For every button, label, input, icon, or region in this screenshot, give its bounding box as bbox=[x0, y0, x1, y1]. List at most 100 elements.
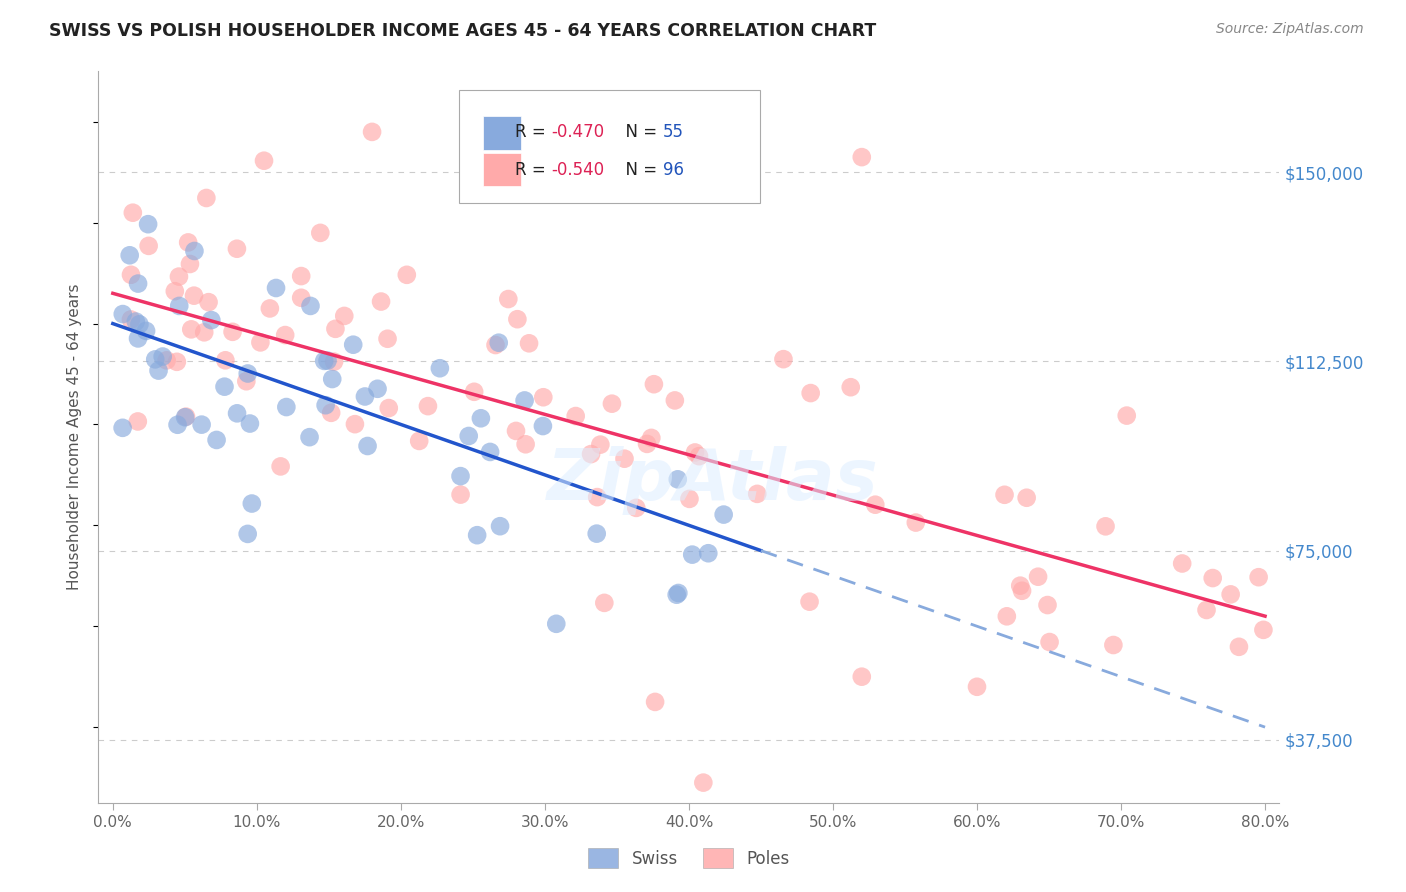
Point bbox=[253, 153, 276, 168]
Point bbox=[183, 244, 205, 258]
Point bbox=[463, 384, 485, 399]
Point bbox=[111, 421, 134, 435]
Point bbox=[408, 434, 430, 448]
Point bbox=[148, 363, 170, 377]
Point bbox=[457, 429, 479, 443]
Point bbox=[321, 372, 343, 386]
Point bbox=[470, 411, 492, 425]
Point bbox=[664, 393, 686, 408]
Point bbox=[851, 150, 873, 164]
Point bbox=[678, 491, 700, 506]
Text: -0.470: -0.470 bbox=[551, 123, 605, 141]
Point bbox=[298, 430, 321, 444]
Point bbox=[167, 269, 190, 284]
Point bbox=[121, 205, 143, 219]
Point bbox=[479, 445, 502, 459]
Point bbox=[626, 500, 648, 515]
Text: Source: ZipAtlas.com: Source: ZipAtlas.com bbox=[1216, 22, 1364, 37]
Point bbox=[270, 459, 292, 474]
Point bbox=[1219, 587, 1241, 601]
Point bbox=[274, 328, 297, 343]
Point bbox=[692, 775, 714, 789]
Point bbox=[166, 355, 188, 369]
Point bbox=[135, 324, 157, 338]
Point bbox=[125, 314, 148, 328]
Point bbox=[1094, 519, 1116, 533]
Point bbox=[531, 419, 554, 434]
Point bbox=[1195, 603, 1218, 617]
Point bbox=[644, 695, 666, 709]
Point bbox=[688, 449, 710, 463]
Point bbox=[309, 226, 332, 240]
Point bbox=[290, 291, 312, 305]
Point bbox=[531, 390, 554, 404]
Point bbox=[484, 338, 506, 352]
Point bbox=[1102, 638, 1125, 652]
Y-axis label: Householder Income Ages 45 - 64 years: Householder Income Ages 45 - 64 years bbox=[67, 284, 83, 591]
Point bbox=[343, 417, 366, 432]
Point bbox=[1011, 583, 1033, 598]
Point bbox=[299, 299, 322, 313]
Point bbox=[1202, 571, 1225, 585]
Point bbox=[666, 472, 689, 486]
Text: R =: R = bbox=[516, 161, 551, 179]
Point bbox=[264, 281, 287, 295]
Text: N =: N = bbox=[614, 161, 662, 179]
Point bbox=[772, 352, 794, 367]
Point bbox=[315, 398, 337, 412]
Point bbox=[586, 490, 609, 504]
Point bbox=[239, 417, 262, 431]
Point bbox=[127, 277, 149, 291]
Point bbox=[683, 445, 706, 459]
Point bbox=[488, 335, 510, 350]
Point bbox=[450, 469, 472, 483]
Point bbox=[505, 424, 527, 438]
Point bbox=[564, 409, 586, 423]
Point bbox=[314, 354, 336, 368]
Point bbox=[370, 294, 392, 309]
Point bbox=[636, 437, 658, 451]
Point bbox=[205, 433, 228, 447]
Point bbox=[236, 367, 259, 381]
Point bbox=[713, 508, 735, 522]
Point bbox=[681, 548, 703, 562]
Point bbox=[235, 374, 257, 388]
Point bbox=[236, 527, 259, 541]
Point bbox=[1010, 579, 1032, 593]
Point bbox=[1026, 570, 1049, 584]
Point bbox=[593, 596, 616, 610]
Point bbox=[1227, 640, 1250, 654]
Point bbox=[643, 377, 665, 392]
Point bbox=[995, 609, 1018, 624]
Point bbox=[377, 401, 399, 415]
Point bbox=[323, 354, 346, 368]
Point bbox=[747, 487, 769, 501]
Point bbox=[799, 595, 821, 609]
Point bbox=[221, 325, 243, 339]
Point bbox=[183, 288, 205, 302]
Text: 55: 55 bbox=[664, 123, 683, 141]
Text: SWISS VS POLISH HOUSEHOLDER INCOME AGES 45 - 64 YEARS CORRELATION CHART: SWISS VS POLISH HOUSEHOLDER INCOME AGES … bbox=[49, 22, 876, 40]
Point bbox=[120, 268, 142, 282]
Point bbox=[127, 414, 149, 428]
Point bbox=[214, 353, 236, 368]
Point bbox=[179, 257, 201, 271]
Point bbox=[276, 400, 298, 414]
Point bbox=[195, 191, 218, 205]
Point bbox=[174, 409, 197, 424]
Point bbox=[506, 312, 529, 326]
Point bbox=[136, 217, 159, 231]
Point bbox=[1171, 557, 1194, 571]
Point bbox=[1036, 598, 1059, 612]
Point bbox=[180, 322, 202, 336]
Point bbox=[152, 350, 174, 364]
Point bbox=[111, 307, 134, 321]
Point bbox=[163, 284, 186, 298]
Point bbox=[240, 497, 263, 511]
Point bbox=[416, 399, 439, 413]
Point bbox=[666, 586, 689, 600]
Point bbox=[546, 616, 568, 631]
Point bbox=[839, 380, 862, 394]
Point bbox=[290, 268, 312, 283]
FancyBboxPatch shape bbox=[484, 116, 522, 150]
